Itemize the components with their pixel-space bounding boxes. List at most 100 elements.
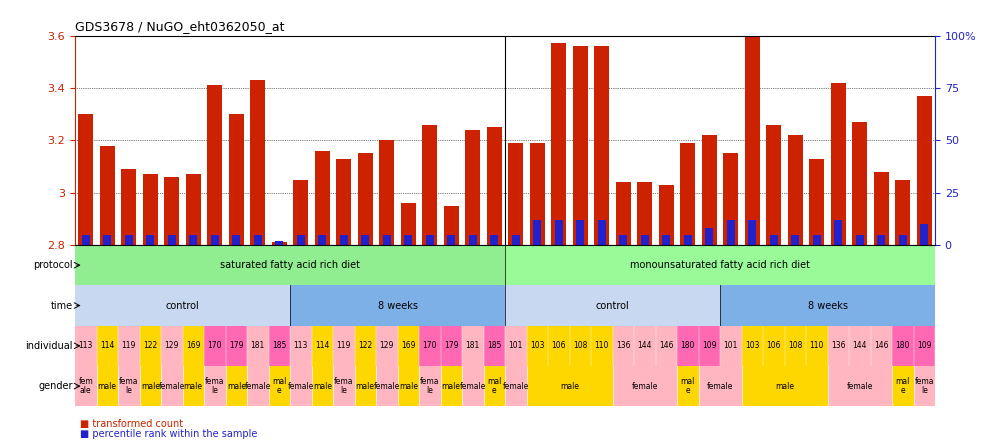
- Text: female: female: [374, 381, 400, 391]
- Text: female: female: [707, 381, 733, 391]
- Bar: [146, 234, 154, 245]
- Bar: [465, 130, 480, 245]
- Bar: [505, 325, 526, 366]
- Bar: [312, 366, 333, 406]
- Bar: [656, 325, 677, 366]
- Bar: [637, 182, 652, 245]
- Bar: [813, 234, 821, 245]
- Bar: [100, 146, 115, 245]
- Text: 8 weeks: 8 weeks: [808, 301, 848, 310]
- Text: 146: 146: [659, 341, 674, 350]
- Bar: [290, 366, 312, 406]
- Bar: [422, 125, 437, 245]
- Bar: [333, 325, 354, 366]
- Bar: [591, 325, 612, 366]
- Bar: [118, 325, 140, 366]
- Text: ■ transformed count: ■ transformed count: [80, 419, 183, 429]
- Bar: [849, 325, 870, 366]
- Bar: [103, 234, 111, 245]
- Bar: [462, 325, 484, 366]
- Bar: [462, 366, 484, 406]
- Bar: [576, 220, 584, 245]
- Text: 103: 103: [745, 341, 760, 350]
- Bar: [784, 366, 806, 406]
- Text: 106: 106: [552, 341, 566, 350]
- Bar: [877, 234, 885, 245]
- Text: 113: 113: [79, 341, 93, 350]
- Bar: [140, 325, 161, 366]
- Bar: [164, 177, 179, 245]
- Text: male: male: [141, 381, 160, 391]
- Bar: [659, 185, 674, 245]
- Bar: [656, 366, 677, 406]
- Bar: [806, 325, 828, 366]
- Bar: [315, 151, 330, 245]
- Text: 129: 129: [165, 341, 179, 350]
- Bar: [874, 172, 889, 245]
- Text: 119: 119: [122, 341, 136, 350]
- Bar: [573, 46, 588, 245]
- Text: fema
le: fema le: [205, 377, 224, 395]
- Bar: [870, 325, 892, 366]
- Bar: [920, 224, 928, 245]
- Bar: [612, 325, 634, 366]
- Text: control: control: [166, 301, 199, 310]
- Text: protocol: protocol: [33, 260, 73, 270]
- Text: 108: 108: [788, 341, 802, 350]
- Text: 113: 113: [294, 341, 308, 350]
- Bar: [336, 159, 351, 245]
- Bar: [662, 234, 670, 245]
- Bar: [512, 234, 520, 245]
- Bar: [318, 234, 326, 245]
- Bar: [204, 366, 226, 406]
- Bar: [677, 325, 698, 366]
- Text: female: female: [159, 381, 185, 391]
- Text: 108: 108: [573, 341, 587, 350]
- Bar: [354, 366, 376, 406]
- Bar: [742, 325, 763, 366]
- Text: male: male: [775, 381, 794, 391]
- Bar: [680, 143, 695, 245]
- Bar: [548, 366, 570, 406]
- Text: mal
e: mal e: [272, 377, 286, 395]
- Bar: [275, 241, 283, 245]
- Bar: [376, 325, 398, 366]
- Bar: [340, 234, 348, 245]
- Bar: [82, 234, 90, 245]
- Bar: [440, 325, 462, 366]
- Text: mal
e: mal e: [487, 377, 501, 395]
- Text: male: male: [399, 381, 418, 391]
- Bar: [766, 125, 781, 245]
- Bar: [426, 234, 434, 245]
- Bar: [398, 325, 419, 366]
- Bar: [705, 228, 713, 245]
- Text: gender: gender: [38, 381, 73, 391]
- Bar: [612, 366, 634, 406]
- Text: female: female: [632, 381, 658, 391]
- Text: fem
ale: fem ale: [78, 377, 93, 395]
- Bar: [376, 366, 398, 406]
- Text: male: male: [184, 381, 203, 391]
- Bar: [834, 220, 842, 245]
- Bar: [404, 234, 412, 245]
- Bar: [125, 234, 133, 245]
- Text: 136: 136: [831, 341, 846, 350]
- Bar: [720, 366, 742, 406]
- Bar: [247, 366, 268, 406]
- Bar: [182, 366, 204, 406]
- Text: 110: 110: [595, 341, 609, 350]
- Bar: [75, 325, 96, 366]
- Text: saturated fatty acid rich diet: saturated fatty acid rich diet: [220, 260, 360, 270]
- Text: 170: 170: [422, 341, 437, 350]
- Bar: [619, 234, 627, 245]
- Bar: [490, 234, 498, 245]
- Bar: [398, 366, 419, 406]
- Bar: [828, 325, 849, 366]
- Text: 129: 129: [380, 341, 394, 350]
- Bar: [358, 153, 373, 245]
- Text: mal
e: mal e: [681, 377, 695, 395]
- Bar: [530, 143, 545, 245]
- Bar: [831, 83, 846, 245]
- Bar: [809, 159, 824, 245]
- Bar: [698, 325, 720, 366]
